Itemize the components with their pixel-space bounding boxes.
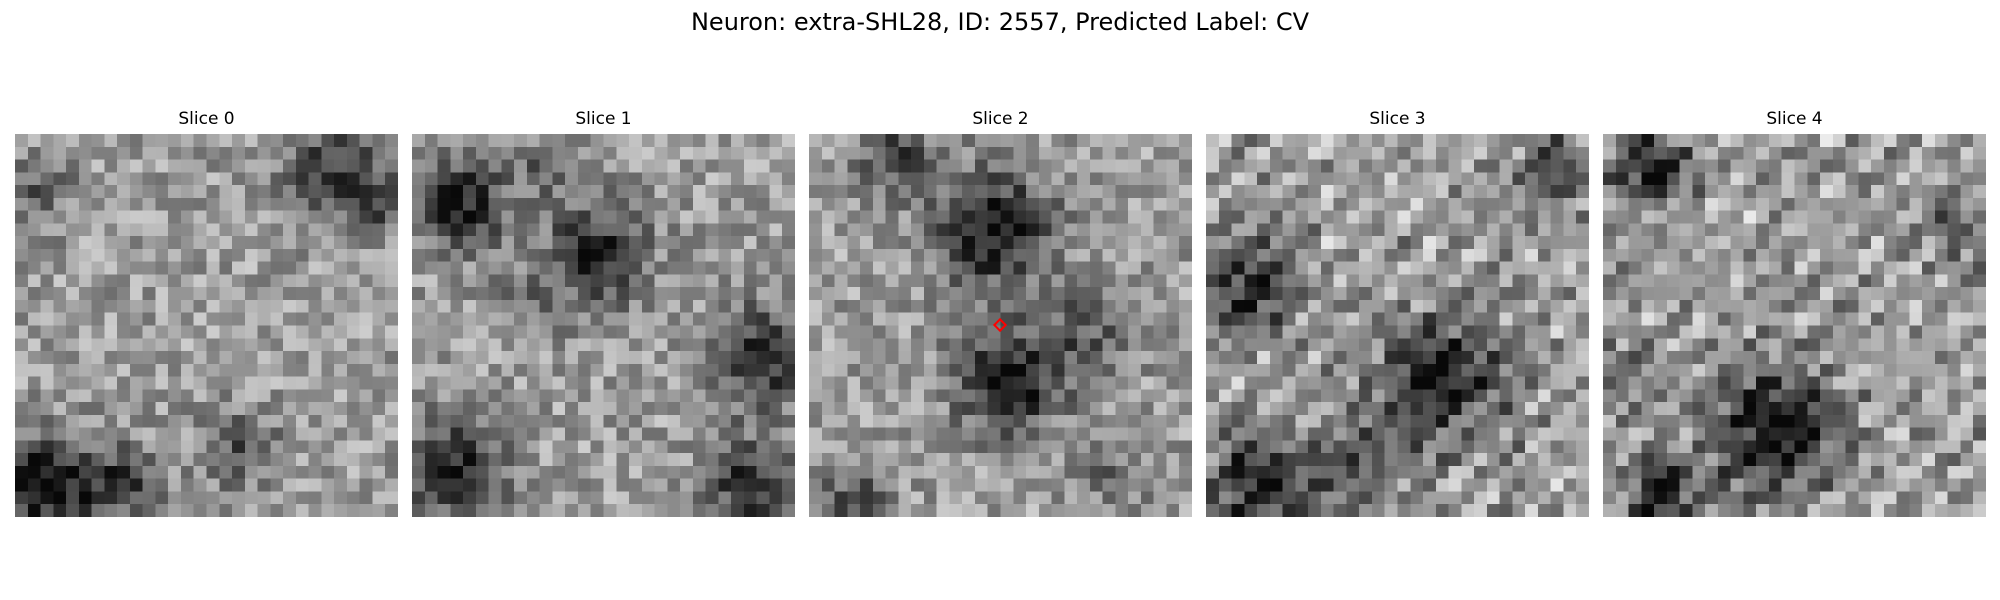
figure-title: Neuron: extra-SHL28, ID: 2557, Predicted… (690, 8, 1310, 36)
slice-2-title: Slice 2 (972, 109, 1029, 129)
slice-3-title: Slice 3 (1369, 109, 1426, 129)
slice-0-title: Slice 0 (178, 109, 235, 129)
slice-4-image (1603, 134, 1986, 517)
slice-4-title: Slice 4 (1766, 109, 1823, 129)
slice-2-image (809, 134, 1192, 517)
slice-1-title: Slice 1 (575, 109, 632, 129)
slice-1-image (412, 134, 795, 517)
slice-0-image (15, 134, 398, 517)
slice-3-image (1206, 134, 1589, 517)
